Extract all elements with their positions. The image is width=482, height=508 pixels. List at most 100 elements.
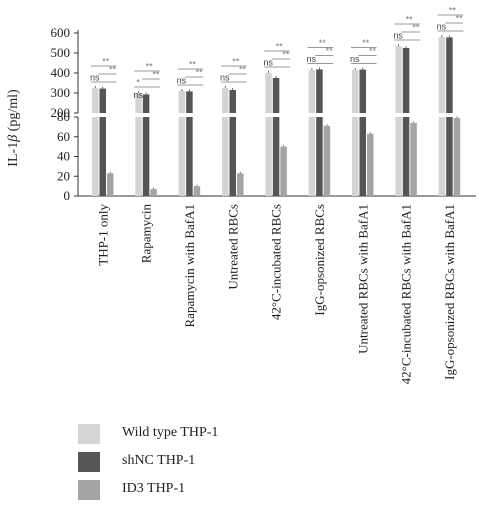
bar	[410, 122, 417, 196]
significance-ns: ns	[220, 73, 230, 83]
x-tick-label: 42°C-incubated RBCs with BafA1	[399, 204, 414, 384]
significance-stars: **	[196, 68, 204, 78]
bar	[237, 173, 244, 196]
significance-annotations: ****ns****ns*****ns****ns****ns****ns***…	[90, 6, 464, 100]
significance-stars: **	[146, 62, 154, 72]
bar	[308, 70, 316, 113]
y-tick-label: 0	[64, 188, 71, 203]
bar	[265, 117, 272, 196]
bar	[222, 117, 229, 196]
significance-stars: **	[369, 46, 377, 56]
bar	[265, 73, 272, 113]
significance-stars: **	[239, 65, 247, 75]
bar	[402, 117, 410, 196]
y-axis-label: IL-1β (pg/ml)	[6, 89, 21, 167]
bar	[367, 133, 374, 196]
bar	[92, 117, 99, 196]
y-tick-label: 500	[51, 45, 71, 60]
legend-label: Wild type THP-1	[122, 425, 219, 440]
significance-stars: **	[326, 46, 334, 56]
x-tick-label: IgG-opsonized RBCs	[312, 204, 327, 316]
bar	[352, 117, 359, 196]
bar	[178, 117, 186, 196]
significance-stars: **	[449, 6, 457, 16]
bar	[272, 117, 280, 196]
bar	[316, 117, 323, 196]
bar	[142, 94, 150, 113]
x-tick-label: IgG-opsonized RBCs with BafA1	[442, 204, 457, 380]
significance-stars: **	[362, 38, 370, 48]
significance-ns: ns	[350, 54, 360, 64]
significance-ns: ns	[263, 58, 273, 68]
bar	[323, 125, 331, 196]
y-tick-label: 80	[57, 109, 70, 124]
legend-label: shNC THP-1	[122, 453, 196, 468]
x-tick-label: Untreated RBCs with BafA1	[355, 204, 370, 354]
bar	[308, 117, 316, 196]
bar	[186, 91, 193, 113]
bar	[135, 93, 142, 113]
bar	[438, 37, 446, 113]
y-tick-label: 600	[51, 25, 71, 40]
significance-ns: ns	[90, 73, 100, 83]
bar	[222, 88, 229, 113]
significance-ns: ns	[177, 76, 187, 86]
bar	[280, 146, 287, 196]
legend-label: ID3 THP-1	[122, 481, 186, 496]
bar	[395, 46, 402, 113]
bar	[359, 69, 366, 113]
bar	[178, 91, 186, 113]
significance-stars: **	[152, 70, 160, 80]
bar	[229, 90, 236, 113]
significance-stars: **	[412, 23, 420, 33]
y-tick-label: 20	[57, 168, 70, 183]
y-tick-label: 300	[51, 85, 71, 100]
x-tick-label: Rapamycin	[139, 204, 154, 264]
bar	[107, 173, 114, 196]
bar	[186, 117, 193, 196]
significance-ns: ns	[133, 90, 143, 100]
legend-swatch	[78, 424, 100, 444]
bar	[446, 117, 453, 196]
significance-ns: ns	[307, 54, 317, 64]
legend-swatch	[78, 480, 100, 500]
bar	[99, 88, 106, 113]
significance-stars: **	[276, 42, 284, 52]
legend-swatch	[78, 452, 100, 472]
bar	[453, 117, 461, 196]
bar	[438, 117, 446, 196]
bar	[135, 117, 142, 196]
significance-stars: **	[282, 50, 290, 60]
y-tick-label: 200	[51, 105, 71, 120]
bars	[92, 35, 461, 196]
bar	[446, 37, 453, 113]
significance-stars: **	[232, 57, 240, 67]
significance-stars: **	[456, 14, 464, 24]
bar	[150, 189, 157, 196]
x-tick-label: 42°C-incubated RBCs	[269, 204, 284, 320]
x-tick-label: THP-1 only	[95, 204, 110, 266]
bar	[316, 69, 323, 113]
significance-ns: ns	[437, 22, 447, 32]
x-tick-label: Rapamycin with BafA1	[182, 204, 197, 327]
significance-stars: **	[319, 38, 327, 48]
bar	[359, 117, 366, 196]
bar	[272, 78, 280, 113]
significance-stars: **	[102, 57, 110, 67]
bar	[352, 70, 359, 113]
significance-stars: **	[109, 65, 117, 75]
significance-stars: **	[189, 60, 197, 70]
significance-ns: ns	[393, 31, 403, 41]
y-tick-label: 60	[57, 129, 70, 144]
x-tick-label: Untreated RBCs	[225, 204, 240, 290]
bar	[402, 48, 410, 113]
bar	[92, 88, 99, 113]
significance-stars: *	[136, 78, 140, 88]
bar	[229, 117, 236, 196]
bar	[193, 186, 201, 196]
significance-stars: **	[406, 15, 414, 25]
bar	[142, 117, 150, 196]
y-tick-label: 40	[57, 149, 70, 164]
bar	[395, 117, 402, 196]
